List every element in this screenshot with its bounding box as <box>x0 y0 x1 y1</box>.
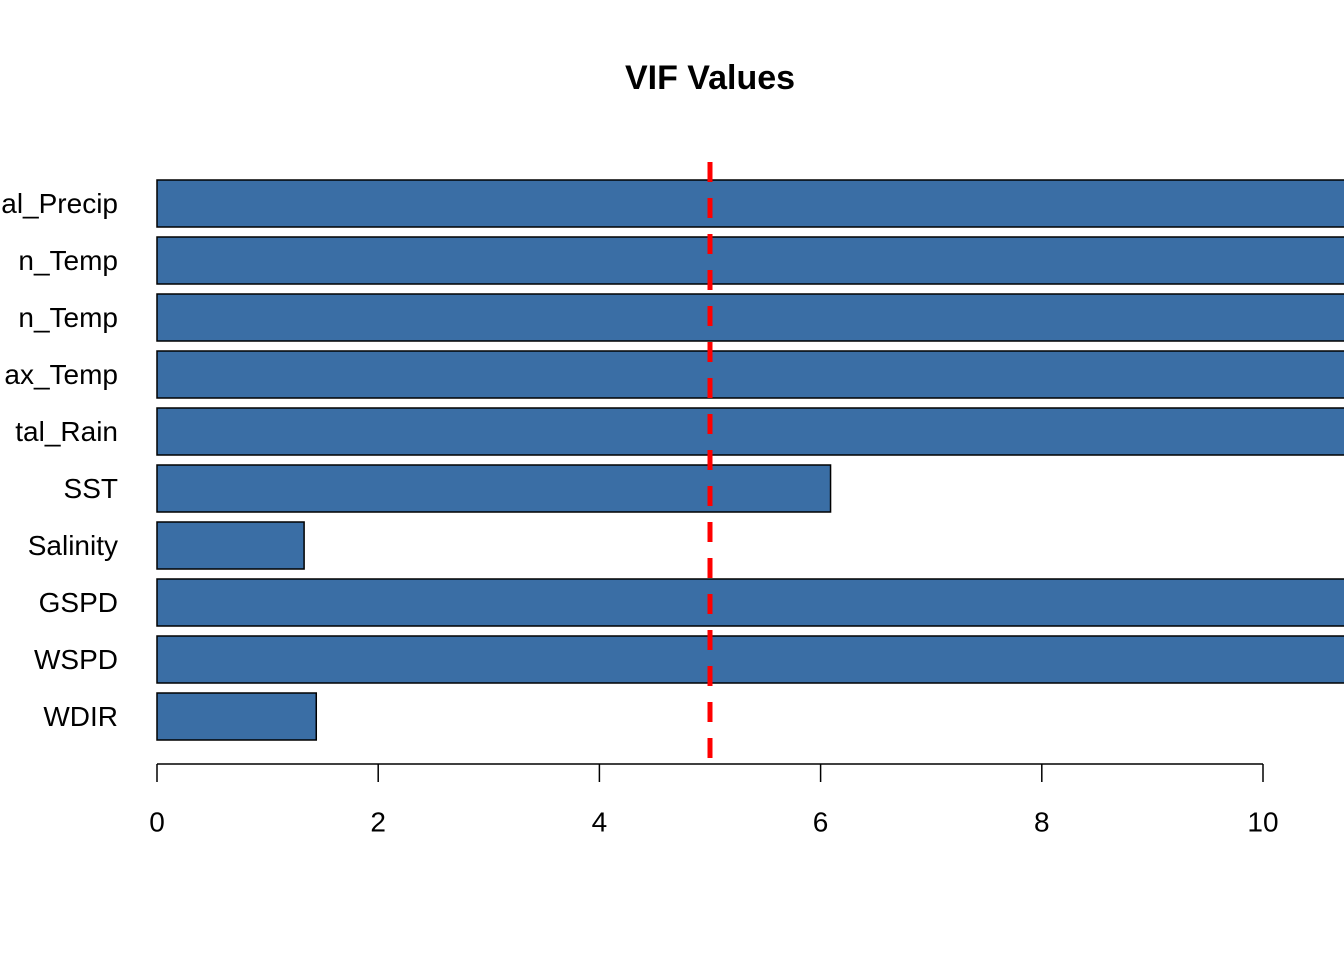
y-tick-label: GSPD <box>39 587 118 618</box>
x-tick-label: 2 <box>370 806 386 837</box>
bar <box>156 464 832 513</box>
bar <box>156 578 1344 627</box>
bar <box>156 407 1344 456</box>
bar <box>156 692 318 741</box>
y-tick-label: SST <box>64 473 118 504</box>
y-tick-label: n_Temp <box>18 245 118 276</box>
bar <box>156 521 305 570</box>
x-tick-label: 0 <box>149 806 165 837</box>
x-tick-label: 8 <box>1034 806 1050 837</box>
y-tick-label: Salinity <box>28 530 118 561</box>
x-tick-label: 10 <box>1247 806 1278 837</box>
bar <box>156 293 1344 342</box>
bar <box>156 350 1344 399</box>
y-tick-label: al_Precip <box>1 188 118 219</box>
y-tick-label: n_Temp <box>18 302 118 333</box>
bar <box>156 635 1344 684</box>
y-tick-label: WSPD <box>34 644 118 675</box>
bar <box>156 179 1344 228</box>
y-tick-label: ax_Temp <box>4 359 118 390</box>
chart-title: VIF Values <box>625 59 795 97</box>
y-tick-label: WDIR <box>43 701 118 732</box>
x-tick-label: 4 <box>592 806 608 837</box>
bar <box>156 236 1344 285</box>
y-tick-label: tal_Rain <box>15 416 118 447</box>
x-tick-label: 6 <box>813 806 829 837</box>
